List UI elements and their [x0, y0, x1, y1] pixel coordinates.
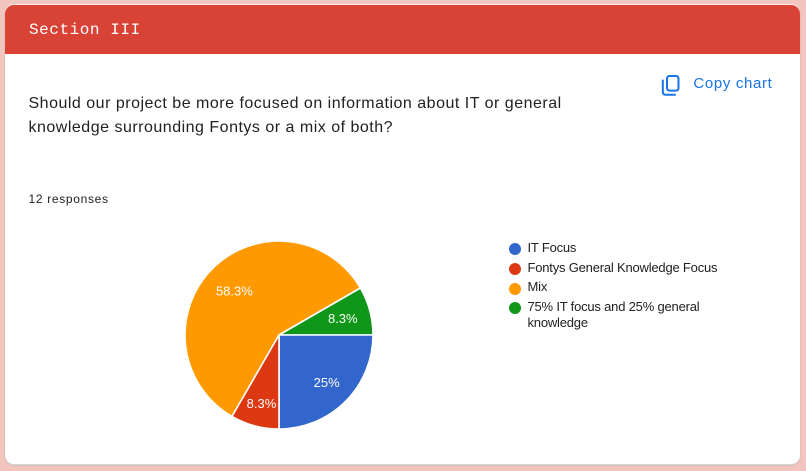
svg-text:58.3%: 58.3% [216, 284, 253, 299]
svg-text:8.3%: 8.3% [328, 311, 358, 326]
svg-text:25%: 25% [314, 375, 340, 390]
svg-text:8.3%: 8.3% [247, 396, 277, 411]
